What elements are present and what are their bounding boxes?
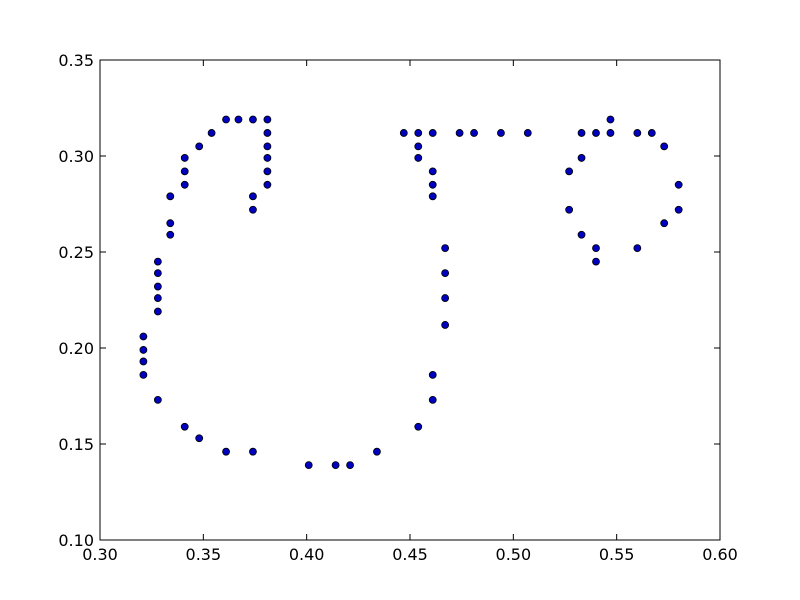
- data-point: [153, 257, 162, 266]
- data-point: [577, 154, 586, 162]
- data-point: [166, 219, 175, 228]
- data-point: [441, 244, 450, 253]
- data-point: [441, 294, 450, 302]
- data-point: [577, 230, 586, 239]
- y-tick-label: 0.10: [58, 531, 94, 550]
- data-point: [195, 142, 204, 151]
- data-point: [633, 244, 642, 253]
- data-point: [428, 395, 437, 404]
- data-point: [660, 142, 669, 151]
- data-point: [139, 332, 148, 341]
- x-tick-label: 0.50: [496, 545, 532, 564]
- data-point: [222, 115, 230, 124]
- data-point: [428, 370, 437, 379]
- data-point: [606, 129, 615, 137]
- data-point: [346, 461, 354, 470]
- data-point: [153, 282, 162, 291]
- y-tick-label: 0.30: [58, 147, 94, 166]
- data-point: [414, 129, 423, 137]
- data-point: [180, 154, 189, 162]
- data-point: [331, 461, 340, 470]
- y-tick-label: 0.25: [58, 243, 94, 262]
- data-point: [139, 357, 148, 366]
- data-point: [180, 180, 189, 189]
- data-point: [180, 167, 189, 176]
- y-tick-label: 0.35: [58, 51, 94, 70]
- tick-labels: 0.30 0.35 0.40 0.45 0.50 0.55 0.60 0.10 0.15 0.20…: [58, 51, 737, 564]
- data-points: [139, 115, 683, 470]
- data-point: [263, 142, 272, 151]
- data-point: [399, 129, 408, 137]
- plot-frame: [99, 59, 721, 541]
- x-tick-label: 0.35: [186, 545, 222, 564]
- data-point: [428, 180, 437, 189]
- data-point: [263, 180, 272, 189]
- x-tick-label: 0.30: [82, 545, 118, 564]
- data-point: [428, 192, 437, 201]
- data-point: [166, 230, 175, 239]
- data-point: [592, 129, 600, 137]
- x-tick-label: 0.60: [702, 545, 738, 564]
- data-point: [180, 422, 189, 431]
- data-point: [523, 129, 532, 137]
- data-point: [207, 129, 216, 137]
- data-point: [195, 434, 204, 443]
- data-point: [304, 461, 313, 470]
- data-point: [428, 167, 437, 176]
- data-point: [139, 346, 148, 354]
- y-tick-label: 0.20: [58, 339, 94, 358]
- data-point: [414, 422, 423, 431]
- plot-area: [100, 60, 720, 540]
- data-point: [660, 219, 669, 228]
- data-point: [153, 395, 162, 404]
- data-point: [592, 244, 600, 253]
- data-point: [565, 167, 574, 176]
- data-point: [234, 115, 243, 124]
- data-point: [470, 129, 478, 137]
- data-point: [263, 115, 272, 124]
- data-point: [153, 294, 162, 302]
- data-point: [428, 129, 437, 137]
- data-point: [606, 115, 615, 124]
- data-point: [263, 154, 272, 162]
- data-point: [249, 447, 257, 456]
- y-tick-label: 0.15: [58, 435, 94, 454]
- data-point: [414, 142, 423, 151]
- data-point: [565, 205, 574, 214]
- data-point: [633, 129, 642, 137]
- data-point: [249, 115, 257, 124]
- data-point: [263, 167, 272, 176]
- data-point: [592, 257, 600, 266]
- data-point: [674, 205, 683, 214]
- data-point: [647, 129, 656, 137]
- data-point: [455, 129, 464, 137]
- data-point: [166, 192, 175, 201]
- data-point: [222, 447, 230, 456]
- data-point: [577, 129, 586, 137]
- data-point: [249, 205, 257, 214]
- data-point: [414, 154, 423, 162]
- x-tick-label: 0.45: [392, 545, 428, 564]
- data-point: [139, 370, 148, 379]
- data-point: [249, 192, 257, 201]
- x-tick-label: 0.40: [289, 545, 325, 564]
- data-point: [441, 269, 450, 278]
- data-point: [497, 129, 505, 137]
- data-point: [674, 180, 683, 189]
- data-point: [441, 321, 450, 329]
- x-tick-label: 0.55: [599, 545, 635, 564]
- data-point: [373, 447, 381, 456]
- data-point: [153, 307, 162, 316]
- data-point: [153, 269, 162, 278]
- data-point: [263, 129, 272, 137]
